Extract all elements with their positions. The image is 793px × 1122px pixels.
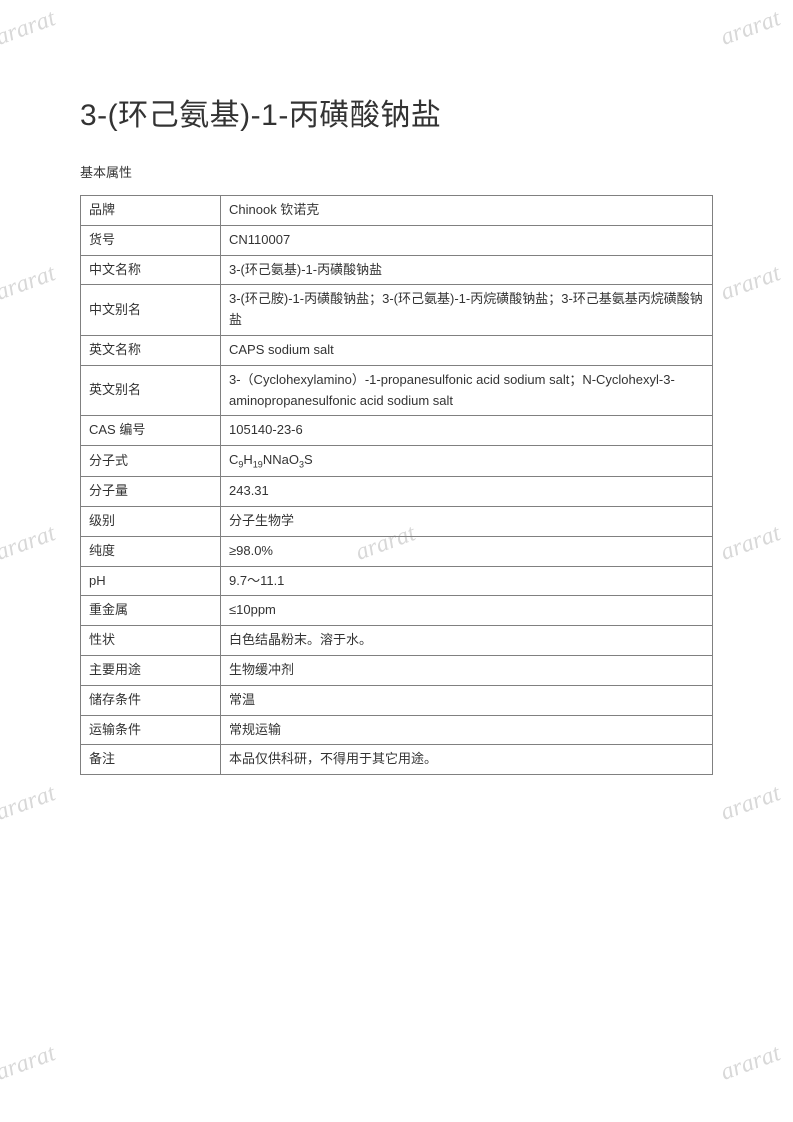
- table-row: 备注本品仅供科研，不得用于其它用途。: [81, 745, 713, 775]
- property-label: 重金属: [81, 596, 221, 626]
- property-label: CAS 编号: [81, 416, 221, 446]
- property-label: 中文名称: [81, 255, 221, 285]
- property-value: CAPS sodium salt: [221, 335, 713, 365]
- property-label: 中文别名: [81, 285, 221, 336]
- table-row: 英文名称CAPS sodium salt: [81, 335, 713, 365]
- property-value: 9.7～11.1: [221, 566, 713, 596]
- watermark: ararat: [717, 780, 784, 826]
- property-label: 性状: [81, 626, 221, 656]
- watermark: ararat: [717, 5, 784, 51]
- property-value: 生物缓冲剂: [221, 655, 713, 685]
- property-label: 级别: [81, 506, 221, 536]
- property-label: 备注: [81, 745, 221, 775]
- property-value: 白色结晶粉末。溶于水。: [221, 626, 713, 656]
- property-label: 品牌: [81, 196, 221, 226]
- table-row: 分子式C9H19NNaO3S: [81, 446, 713, 477]
- table-row: 英文别名3-（Cyclohexylamino）-1-propanesulfoni…: [81, 365, 713, 416]
- table-row: 级别分子生物学: [81, 506, 713, 536]
- property-value: Chinook 钦诺克: [221, 196, 713, 226]
- table-row: 重金属≤10ppm: [81, 596, 713, 626]
- property-value: C9H19NNaO3S: [221, 446, 713, 477]
- property-value: 本品仅供科研，不得用于其它用途。: [221, 745, 713, 775]
- property-label: pH: [81, 566, 221, 596]
- property-label: 运输条件: [81, 715, 221, 745]
- table-row: 分子量243.31: [81, 477, 713, 507]
- table-row: 运输条件常规运输: [81, 715, 713, 745]
- property-label: 储存条件: [81, 685, 221, 715]
- table-row: 储存条件常温: [81, 685, 713, 715]
- table-row: 主要用途生物缓冲剂: [81, 655, 713, 685]
- property-value: 常温: [221, 685, 713, 715]
- watermark: ararat: [0, 780, 59, 826]
- table-row: 纯度≥98.0%: [81, 536, 713, 566]
- property-label: 英文名称: [81, 335, 221, 365]
- properties-table-body: 品牌Chinook 钦诺克货号CN110007中文名称3-(环己氨基)-1-丙磺…: [81, 196, 713, 775]
- watermark: ararat: [0, 260, 59, 306]
- table-row: 性状白色结晶粉末。溶于水。: [81, 626, 713, 656]
- watermark: ararat: [717, 260, 784, 306]
- property-value: 3-(环己胺)-1-丙磺酸钠盐；3-(环己氨基)-1-丙烷磺酸钠盐；3-环己基氨…: [221, 285, 713, 336]
- table-row: CAS 编号105140-23-6: [81, 416, 713, 446]
- properties-table: 品牌Chinook 钦诺克货号CN110007中文名称3-(环己氨基)-1-丙磺…: [80, 195, 713, 775]
- section-label: 基本属性: [80, 162, 713, 181]
- page-title: 3-(环己氨基)-1-丙磺酸钠盐: [80, 90, 713, 134]
- table-row: 中文名称3-(环己氨基)-1-丙磺酸钠盐: [81, 255, 713, 285]
- property-value: 常规运输: [221, 715, 713, 745]
- property-label: 货号: [81, 225, 221, 255]
- property-value: 3-（Cyclohexylamino）-1-propanesulfonic ac…: [221, 365, 713, 416]
- watermark: ararat: [0, 5, 59, 51]
- watermark: ararat: [717, 520, 784, 566]
- watermark: ararat: [717, 1040, 784, 1086]
- table-row: 品牌Chinook 钦诺克: [81, 196, 713, 226]
- property-label: 纯度: [81, 536, 221, 566]
- property-value: ≤10ppm: [221, 596, 713, 626]
- property-value: 243.31: [221, 477, 713, 507]
- property-label: 分子量: [81, 477, 221, 507]
- table-row: pH9.7～11.1: [81, 566, 713, 596]
- property-label: 英文别名: [81, 365, 221, 416]
- property-value: 分子生物学: [221, 506, 713, 536]
- table-row: 中文别名3-(环己胺)-1-丙磺酸钠盐；3-(环己氨基)-1-丙烷磺酸钠盐；3-…: [81, 285, 713, 336]
- watermark: ararat: [0, 1040, 59, 1086]
- property-value: 3-(环己氨基)-1-丙磺酸钠盐: [221, 255, 713, 285]
- table-row: 货号CN110007: [81, 225, 713, 255]
- property-value: 105140-23-6: [221, 416, 713, 446]
- property-value: CN110007: [221, 225, 713, 255]
- property-label: 分子式: [81, 446, 221, 477]
- watermark: ararat: [0, 520, 59, 566]
- property-label: 主要用途: [81, 655, 221, 685]
- property-value: ≥98.0%: [221, 536, 713, 566]
